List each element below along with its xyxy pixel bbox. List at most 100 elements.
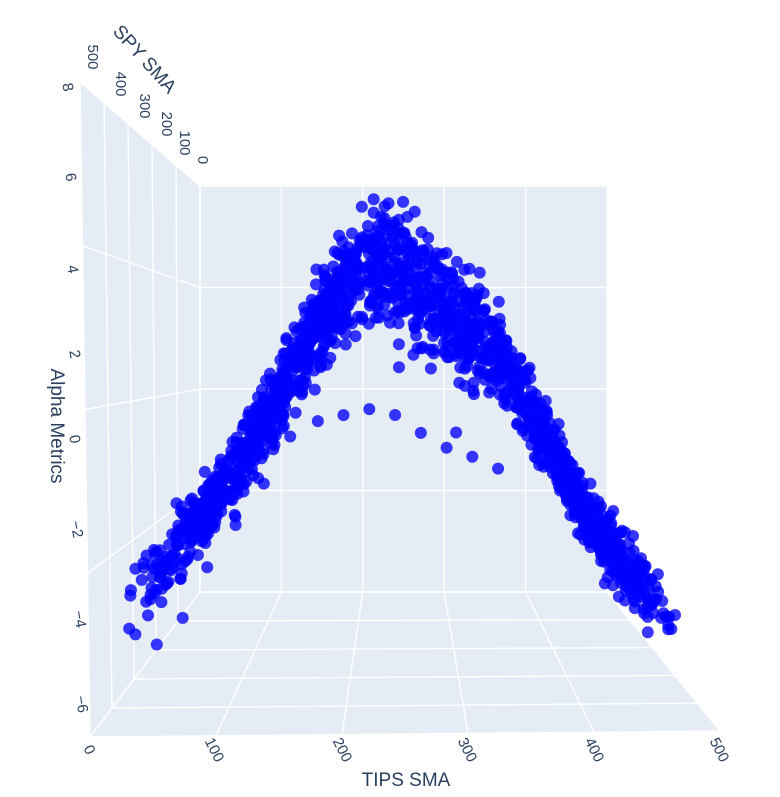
floor-y-gridline <box>89 730 721 738</box>
scatter-point <box>638 607 651 620</box>
scatter-point <box>651 568 664 581</box>
scatter-point <box>422 231 435 244</box>
scatter-point <box>387 216 400 229</box>
scatter-point <box>401 210 414 223</box>
scatter-point <box>519 374 532 387</box>
scatter-point <box>605 541 618 554</box>
scatter-points <box>123 193 681 651</box>
x-tick-label: 400 <box>581 735 608 765</box>
scatter-point <box>279 347 292 360</box>
scatter-point <box>597 531 609 544</box>
scatter-point <box>592 502 605 515</box>
x-axis-title: TIPS SMA <box>362 770 451 791</box>
x-tick-label: 300 <box>454 735 481 765</box>
scatter-point <box>467 376 480 389</box>
scatter-point <box>439 306 452 319</box>
scatter-point <box>475 351 487 364</box>
scatter-point <box>363 403 376 416</box>
scatter-point <box>569 502 582 515</box>
scatter-point <box>414 271 426 284</box>
scatter-point <box>440 247 453 259</box>
scatter-point <box>463 262 476 275</box>
scatter-point <box>287 358 300 371</box>
scatter-point <box>641 626 654 639</box>
z-tick-label: 2 <box>65 349 83 360</box>
scatter-point <box>545 440 557 453</box>
scatter-point <box>461 360 474 373</box>
scatter-point <box>247 435 260 448</box>
scatter-point <box>455 281 468 294</box>
scatter-point <box>155 596 168 609</box>
scatter-point <box>338 268 350 281</box>
scatter-point <box>142 609 154 622</box>
scatter-point <box>582 505 594 518</box>
scatter-point <box>424 343 436 356</box>
scatter-point <box>268 391 281 404</box>
scatter-point <box>204 479 216 492</box>
scatter-point <box>135 573 148 586</box>
scatter-point <box>299 371 311 384</box>
y-tick-label: 0 <box>194 156 211 164</box>
scatter-point <box>319 273 332 286</box>
scatter-point <box>558 454 571 467</box>
scatter-point <box>450 350 463 363</box>
scatter-point <box>309 329 322 342</box>
scatter-point <box>238 418 251 431</box>
scatter-point <box>378 212 391 225</box>
scatter-point <box>389 409 402 421</box>
scatter-point <box>550 467 563 480</box>
scatter-point <box>446 267 459 280</box>
floor-y-gridline <box>133 674 675 680</box>
scatter-point <box>309 308 322 321</box>
scatter-point <box>585 525 598 538</box>
scatter-point <box>144 593 157 606</box>
x-tick-label: 200 <box>329 735 356 765</box>
scatter-point <box>145 559 158 572</box>
floor-y-gridline <box>177 619 630 622</box>
scatter-point <box>574 492 587 505</box>
floor-y-gridline <box>111 702 698 709</box>
scatter-point <box>397 195 410 208</box>
scatter-point <box>339 338 352 351</box>
scatter-point <box>331 322 344 334</box>
scatter-point <box>377 288 390 301</box>
scatter-point <box>423 253 435 266</box>
scatter-point <box>148 543 160 556</box>
scatter-point <box>466 450 479 463</box>
scatter-point <box>289 406 302 419</box>
z-tick-label: −4 <box>70 609 90 629</box>
scatter-point <box>529 413 541 426</box>
scatter-point <box>362 247 375 260</box>
scatter-point <box>586 515 599 528</box>
scatter-point <box>630 584 643 597</box>
scatter-point <box>410 294 423 307</box>
left-z-gridline <box>82 245 201 289</box>
scatter-point <box>495 355 508 368</box>
scatter-point <box>440 441 453 454</box>
scatter-point <box>468 292 481 305</box>
scatter-point <box>315 359 327 372</box>
scatter-point <box>393 361 405 374</box>
scatter-point <box>556 436 568 449</box>
scatter-point <box>511 364 524 377</box>
scatter-point <box>264 373 277 386</box>
scatter-point <box>288 379 301 392</box>
floor-x-gridline <box>524 591 595 733</box>
y-tick-label: 500 <box>84 44 101 69</box>
scatter-point <box>647 596 659 609</box>
scatter-point <box>392 258 405 271</box>
scatter-point <box>355 200 368 213</box>
scatter-point <box>226 435 239 448</box>
scatter-point <box>638 562 651 575</box>
scatter-point <box>336 235 349 248</box>
left-z-gridline <box>79 81 201 187</box>
scatter-point <box>476 365 489 378</box>
y-tick-label: 300 <box>136 93 153 118</box>
scatter-point <box>295 333 308 346</box>
scatter-point <box>383 251 396 264</box>
scatter-point <box>124 584 137 597</box>
scatter-point <box>560 469 573 482</box>
scatter-point <box>150 638 163 651</box>
scatter-point <box>197 533 210 546</box>
scatter-point <box>263 410 276 423</box>
